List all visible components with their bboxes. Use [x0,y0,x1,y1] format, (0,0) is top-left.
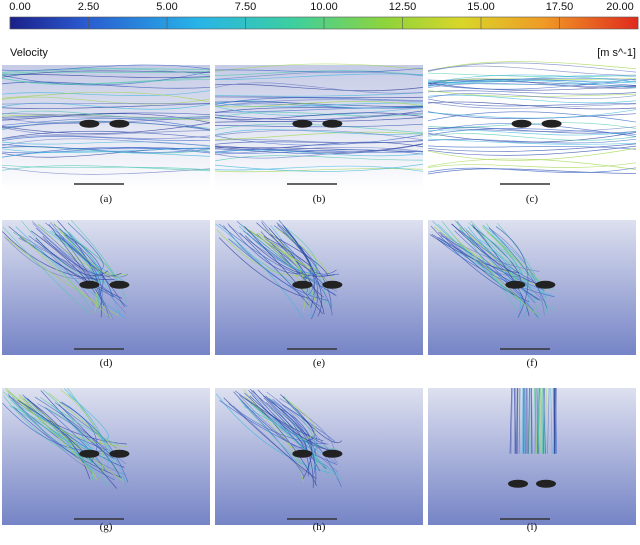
panel-label: (f) [527,357,538,369]
jet-outlet [505,281,525,289]
colorbar-title: Velocity [10,47,48,59]
panel: (d) [2,220,210,369]
jet-outlet [109,281,129,289]
jet-outlet [322,281,342,289]
panel: (i) [428,388,636,533]
panel: (c) [428,62,636,205]
panel-label: (d) [100,357,113,369]
panel-label: (g) [100,521,113,533]
colorbar-unit: [m s^-1] [597,47,636,59]
jet-outlet [508,480,528,488]
panel: (g) [2,388,210,533]
jet-outlet [512,120,532,128]
colorbar-tick-label: 17.50 [546,1,574,13]
jet-outlet [79,450,99,458]
panel-label: (a) [100,193,113,205]
panel: (e) [215,220,423,369]
colorbar-tick-label: 12.50 [389,1,417,13]
panel: (h) [215,388,423,533]
colorbar-tick-label: 10.00 [310,1,338,13]
colorbar-tick-label: 15.00 [467,1,495,13]
panel: (f) [428,220,636,369]
jet-outlet [322,120,342,128]
colorbar-tick-label: 2.50 [78,1,99,13]
panel-label: (i) [527,521,538,533]
panel: (a) [2,65,210,205]
panel-label: (b) [313,193,326,205]
jet-outlet [322,450,342,458]
jet-outlet [292,120,312,128]
jet-outlet [109,120,129,128]
jet-outlet [292,450,312,458]
jet-outlet [79,120,99,128]
jet-outlet [535,281,555,289]
colorbar-tick-label: 5.00 [156,1,177,13]
panel-background [215,220,423,355]
jet-outlet [292,281,312,289]
colorbar-tick-label: 20.00 [606,1,634,13]
colorbar-tick-label: 0.00 [9,1,30,13]
jet-outlet [109,450,129,458]
jet-outlet [542,120,562,128]
panel-label: (c) [526,193,539,205]
colorbar-tick-label: 7.50 [235,1,256,13]
jet-outlet [79,281,99,289]
panel-background [2,220,210,355]
jet-outlet [536,480,556,488]
panel-label: (h) [313,521,326,533]
panel-label: (e) [313,357,326,369]
panel: (b) [215,64,423,205]
